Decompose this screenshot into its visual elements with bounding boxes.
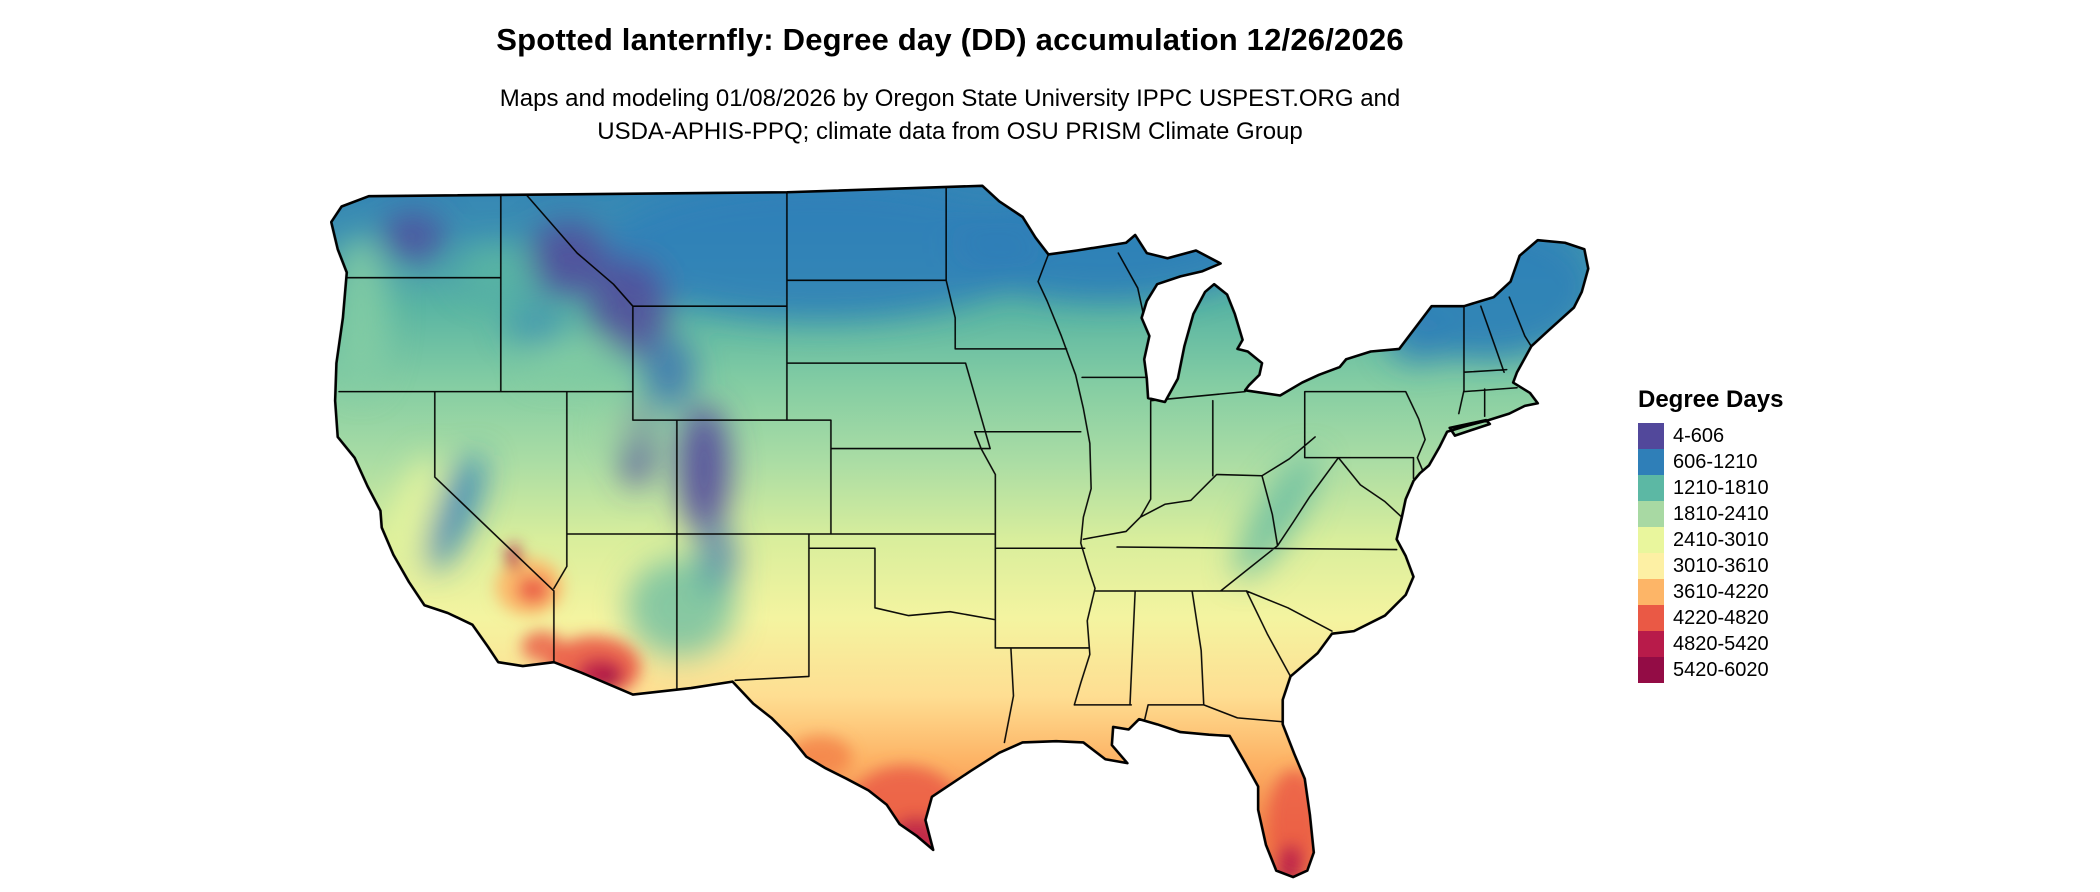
legend-entry: 4220-4820 [1638, 605, 1878, 631]
us-outline [329, 184, 1590, 879]
legend-label: 4-606 [1673, 425, 1725, 447]
legend-swatch [1638, 449, 1664, 475]
legend-entry: 606-1210 [1638, 449, 1878, 475]
legend-label: 3610-4220 [1673, 581, 1769, 603]
legend-entry: 1810-2410 [1638, 501, 1878, 527]
legend-entry: 3610-4220 [1638, 579, 1878, 605]
legend-swatch [1638, 501, 1664, 527]
subtitle-line-1: Maps and modeling 01/08/2026 by Oregon S… [499, 85, 1401, 112]
us-degree-day-map [300, 178, 1600, 890]
legend-swatch [1638, 423, 1664, 449]
legend-swatch [1638, 631, 1664, 657]
legend-entry: 2410-3010 [1638, 527, 1878, 553]
legend-label: 606-1210 [1673, 451, 1758, 473]
legend-label: 4220-4820 [1673, 607, 1769, 629]
legend-swatch [1638, 527, 1664, 553]
legend-label: 2410-3010 [1673, 529, 1769, 551]
legend-swatch [1638, 475, 1664, 501]
page-title: Spotted lanternfly: Degree day (DD) accu… [496, 22, 1404, 57]
legend-swatch [1638, 553, 1664, 579]
legend-swatch [1638, 579, 1664, 605]
legend-entry: 1210-1810 [1638, 475, 1878, 501]
state-borders [338, 185, 1533, 744]
legend-label: 3010-3610 [1673, 555, 1769, 577]
legend-entry: 3010-3610 [1638, 553, 1878, 579]
legend-swatch [1638, 605, 1664, 631]
legend-swatch [1638, 657, 1664, 683]
legend-entries: 4-606 606-1210 1210-1810 1810-2410 2410-3010… [1638, 423, 1878, 683]
legend-label: 1210-1810 [1673, 477, 1769, 499]
figure-subtitle: Maps and modeling 01/08/2026 by Oregon S… [0, 82, 1900, 148]
legend-entry: 4820-5420 [1638, 631, 1878, 657]
legend: Degree Days 4-606 606-1210 1210-1810 1810-2… [1638, 386, 1878, 683]
subtitle-line-2: USDA-APHIS-PPQ; climate data from OSU PR… [597, 118, 1303, 145]
legend-label: 4820-5420 [1673, 633, 1769, 655]
legend-title: Degree Days [1638, 386, 1784, 413]
legend-label: 1810-2410 [1673, 503, 1769, 525]
legend-entry: 4-606 [1638, 423, 1878, 449]
us-map-svg [329, 184, 1590, 879]
legend-label: 5420-6020 [1673, 659, 1769, 681]
legend-entry: 5420-6020 [1638, 657, 1878, 683]
